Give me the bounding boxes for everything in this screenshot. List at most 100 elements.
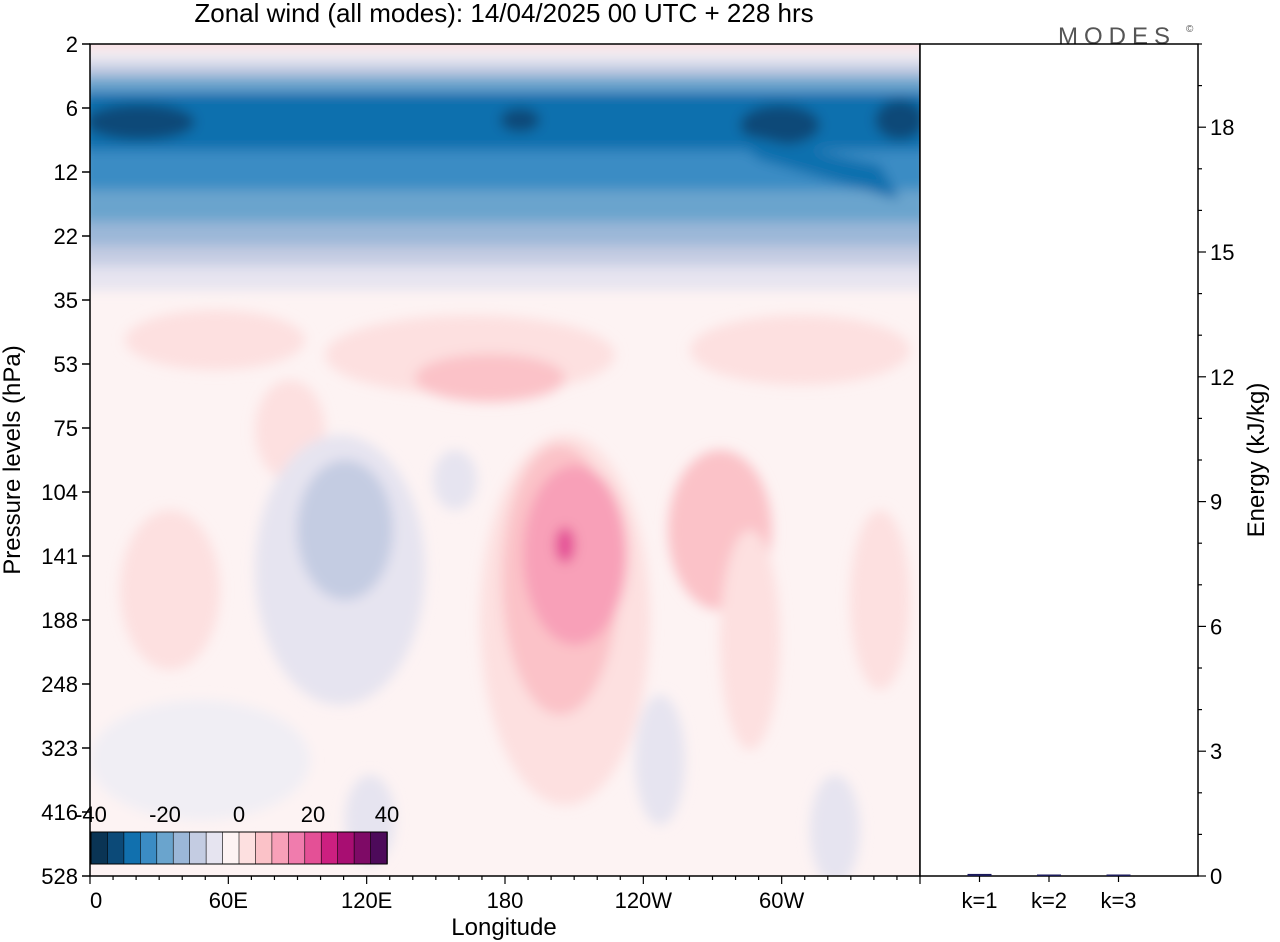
jet-core-1 xyxy=(90,104,195,140)
y-tick-label: 35 xyxy=(54,288,78,313)
band-blue-1 xyxy=(90,76,920,94)
energy-tick-label: 0 xyxy=(1210,864,1222,889)
y-tick-label: 104 xyxy=(41,480,78,505)
jet-core-4 xyxy=(500,108,540,132)
jet-core-3 xyxy=(875,100,920,140)
band-top-pink xyxy=(90,44,920,50)
patch-lav-3 xyxy=(433,450,477,510)
energy-tick-label: 18 xyxy=(1210,115,1234,140)
energy-category-label: k=1 xyxy=(961,888,997,913)
x-tick-label: 60E xyxy=(209,888,248,913)
band-lavender xyxy=(90,266,920,290)
y-tick-label: 416 xyxy=(41,800,78,825)
patch-pink-east xyxy=(850,510,910,690)
energy-bar xyxy=(1037,874,1061,876)
y-tick-label: 53 xyxy=(54,352,78,377)
colorbar-cell xyxy=(271,831,290,865)
patch-lav-low-1 xyxy=(635,695,685,825)
x-tick-label: 60W xyxy=(759,888,804,913)
patch-lav-2 xyxy=(297,460,393,600)
y-tick-label: 75 xyxy=(54,416,78,441)
colorbar-frame xyxy=(90,831,388,865)
heatmap-plot xyxy=(90,44,920,876)
y-axis-label: Pressure levels (hPa) xyxy=(0,345,26,574)
colorbar-cell xyxy=(337,831,355,865)
westerly-6 xyxy=(720,530,780,750)
jet-core-2 xyxy=(740,105,820,145)
energy-bar xyxy=(967,873,992,876)
band-blue-6 xyxy=(90,246,920,268)
energy-tick-label: 15 xyxy=(1210,240,1234,265)
patch-lav-low-4 xyxy=(90,700,310,820)
patch-pink-1 xyxy=(125,310,305,370)
colorbar-cell xyxy=(172,831,191,865)
heatmap-field xyxy=(90,44,920,876)
energy-x-labels: k=1 k=2 k=3 xyxy=(961,876,1137,913)
energy-tick-label: 9 xyxy=(1210,490,1222,515)
energy-tick-label: 3 xyxy=(1210,739,1222,764)
colorbar-cell xyxy=(123,831,142,865)
x-axis: 0 60E 120E 180 120W 60W Longitude xyxy=(89,876,921,941)
jet-slope xyxy=(720,130,900,200)
patch-lav-low-2 xyxy=(810,775,860,876)
colorbar-cell xyxy=(140,831,158,865)
y-tick-label: 323 xyxy=(41,736,78,761)
patch-pink-west-1 xyxy=(120,510,220,670)
energy-tick-label: 12 xyxy=(1210,365,1234,390)
energy-tick-label: 6 xyxy=(1210,614,1222,639)
y-tick-label: 248 xyxy=(41,672,78,697)
colorbar-cell xyxy=(189,831,207,865)
y-tick-label: 2 xyxy=(66,32,78,57)
colorbar: -40 -20 0 20 40 xyxy=(75,802,399,865)
y-tick-label: 188 xyxy=(41,608,78,633)
colorbar-cell xyxy=(320,831,339,865)
band-top-white xyxy=(90,50,920,62)
band-light-blue xyxy=(90,62,920,76)
energy-bars xyxy=(967,873,1131,876)
colorbar-cell xyxy=(370,831,388,865)
energy-bar xyxy=(1106,874,1131,876)
colorbar-cell xyxy=(304,831,323,865)
colorbar-label: 0 xyxy=(233,802,245,827)
colorbar-cell xyxy=(222,831,240,865)
energy-y-ticks: 0 3 6 9 12 15 18 xyxy=(1198,43,1234,889)
patch-pink-4 xyxy=(415,354,565,402)
energy-y-label: Energy (kJ/kg) xyxy=(1243,383,1270,538)
colorbar-cell xyxy=(90,831,109,865)
brand-copyright-mark: © xyxy=(1186,24,1194,35)
patch-pink-3 xyxy=(690,315,910,385)
energy-panel: 0 3 6 9 12 15 18 k=1 k=2 k=3 Energy (kJ/kg) xyxy=(919,43,1270,913)
y-axis-ticks: 2 6 12 22 35 53 75 104 141 188 248 323 416 528 xyxy=(41,32,90,889)
colorbar-cell xyxy=(107,831,125,865)
colorbar-cell xyxy=(238,831,257,865)
y-tick-label: 22 xyxy=(54,224,78,249)
energy-frame xyxy=(919,43,1199,877)
x-axis-label: Longitude xyxy=(451,914,556,941)
colorbar-cell xyxy=(288,831,306,865)
energy-category-label: k=3 xyxy=(1100,888,1136,913)
energy-category-label: k=2 xyxy=(1031,888,1067,913)
x-tick-label: 120E xyxy=(341,888,392,913)
y-tick-label: 12 xyxy=(54,160,78,185)
band-blue-4 xyxy=(90,190,920,226)
westerly-3 xyxy=(523,465,627,645)
x-tick-label: 0 xyxy=(90,888,102,913)
x-tick-label: 180 xyxy=(487,888,524,913)
y-tick-label: 141 xyxy=(41,544,78,569)
colorbar-label: -40 xyxy=(75,802,107,827)
y-tick-label: 6 xyxy=(66,96,78,121)
colorbar-cell xyxy=(353,831,372,865)
y-axis: 2 6 12 22 35 53 75 104 141 188 248 323 416 528 Pressu… xyxy=(0,32,90,889)
colorbar-label: -20 xyxy=(149,802,181,827)
colorbar-cell xyxy=(255,831,273,865)
colorbar-labels: -40 -20 0 20 40 xyxy=(75,802,399,827)
band-blue-5 xyxy=(90,222,920,248)
colorbar-cell xyxy=(205,831,224,865)
x-tick-label: 120W xyxy=(615,888,673,913)
colorbar-label: 20 xyxy=(301,802,325,827)
colorbar-cell xyxy=(156,831,175,865)
westerly-4 xyxy=(555,527,575,563)
chart-title: Zonal wind (all modes): 14/04/2025 00 UT… xyxy=(194,0,813,28)
x-axis-ticks: 0 60E 120E 180 120W 60W xyxy=(89,876,921,913)
